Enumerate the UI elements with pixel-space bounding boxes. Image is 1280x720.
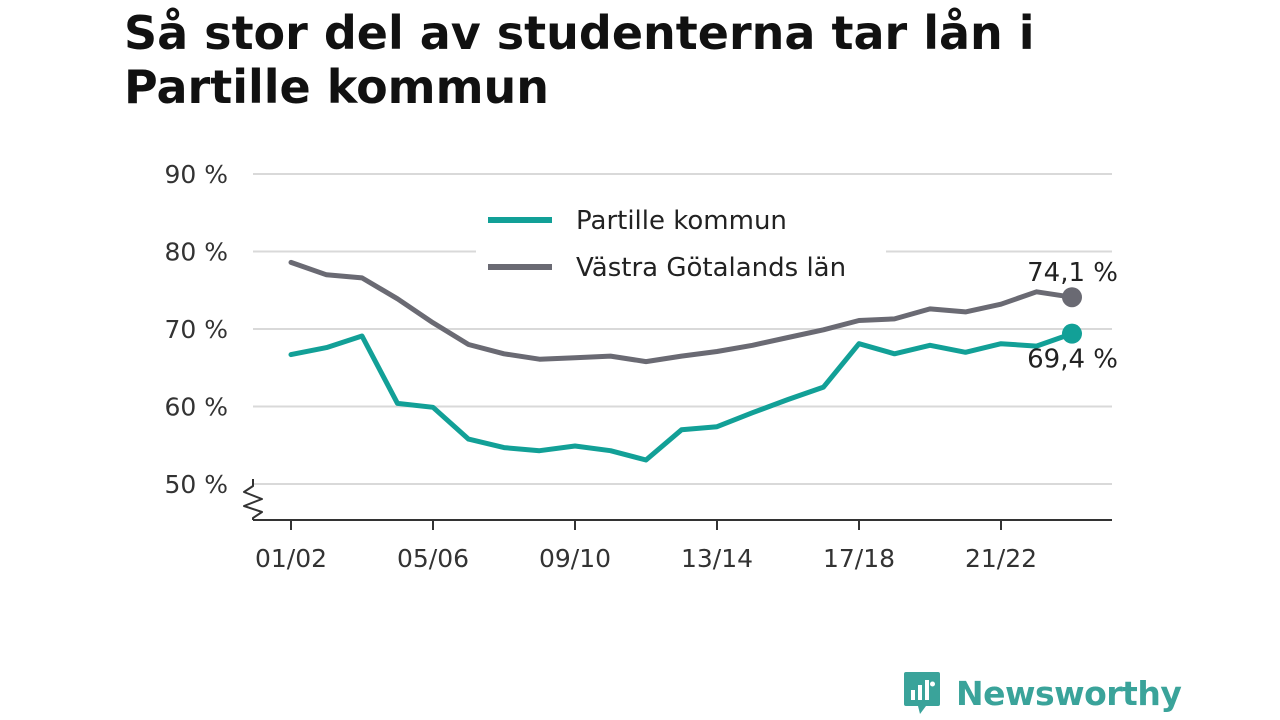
x-axis-ticks: 01/02 05/06 09/10 13/14 17/18 21/22 [255, 520, 1037, 573]
newsworthy-logo-icon [904, 672, 940, 714]
y-tick-label: 70 % [164, 315, 228, 344]
x-tick-label: 01/02 [255, 544, 327, 573]
series-line [288, 259, 1075, 365]
x-tick-label: 21/22 [965, 544, 1037, 573]
end-labels: 69,4 % 74,1 % [1027, 258, 1118, 374]
x-tick-label: 09/10 [539, 544, 611, 573]
y-tick-label: 60 % [164, 393, 228, 422]
chart-title: Så stor del av studenterna tar lån i Par… [124, 6, 1035, 114]
end-label: 74,1 % [1027, 258, 1118, 288]
legend-label: Partille kommun [576, 206, 787, 236]
y-tick-label: 90 % [164, 160, 228, 189]
x-tick-label: 13/14 [681, 544, 753, 573]
axis-break-icon [243, 479, 263, 520]
legend-background [476, 196, 886, 292]
brand-name: Newsworthy [956, 673, 1182, 713]
brand: Newsworthy [902, 670, 1182, 716]
end-label: 69,4 % [1027, 345, 1118, 375]
series-line [288, 331, 1075, 463]
legend-label: Västra Götalands län [576, 253, 846, 283]
x-tick-label: 05/06 [397, 544, 469, 573]
grid-lines [253, 173, 1112, 485]
series-end-point [1062, 323, 1082, 344]
y-axis-ticks: 50 % 60 % 70 % 80 % 90 % [164, 160, 228, 499]
x-tick-label: 17/18 [823, 544, 895, 573]
series-lines [288, 259, 1082, 463]
y-tick-label: 50 % [164, 470, 228, 499]
legend: Partille kommun Västra Götalands län [476, 196, 886, 292]
series-end-point [1062, 287, 1082, 308]
y-tick-label: 80 % [164, 238, 228, 267]
x-axis [243, 479, 1112, 521]
